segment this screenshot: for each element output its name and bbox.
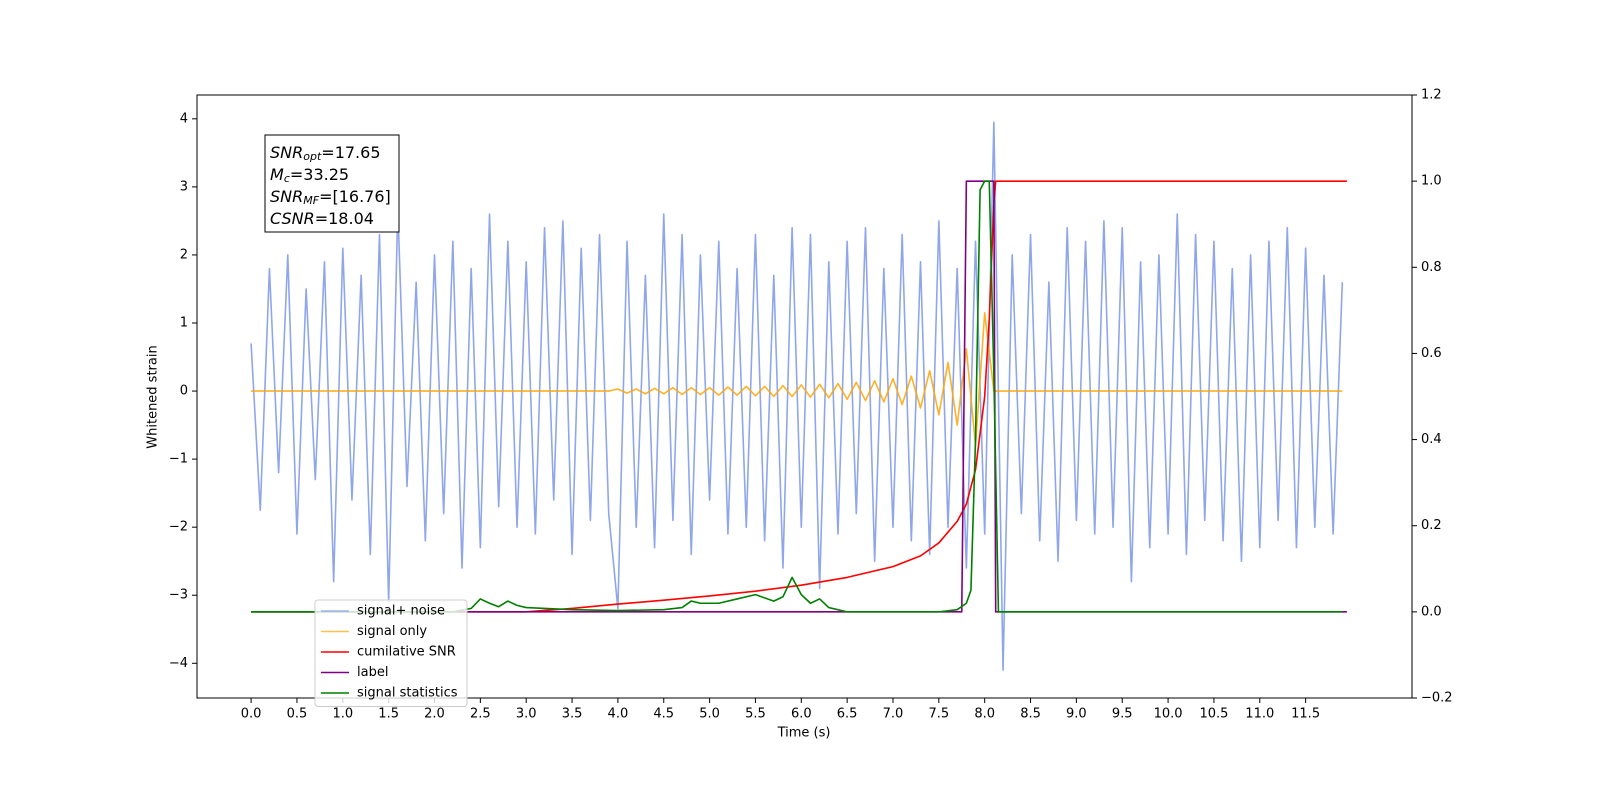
x-tick-label: 3.5	[562, 707, 583, 722]
x-tick-label: 4.5	[653, 707, 674, 722]
y-tick-label: 3	[180, 179, 188, 194]
x-tick-label: 8.5	[1020, 707, 1041, 722]
annotation-value: =[16.76]	[319, 187, 391, 206]
annotation: CSNR=18.04	[270, 209, 374, 228]
x-tick-label: 2.0	[424, 707, 445, 722]
x-tick-label: 1.0	[332, 707, 353, 722]
x-tick-label: 8.0	[974, 707, 995, 722]
x-tick-label: 9.0	[1066, 707, 1087, 722]
y-tick-label: 0	[180, 384, 188, 399]
x-tick-label: 7.5	[928, 707, 949, 722]
y-tick-label: 2	[180, 247, 188, 262]
x-tick-label: 0.0	[241, 707, 262, 722]
y2-tick-label: 0.2	[1421, 518, 1442, 533]
y2-tick-label: 0.6	[1421, 346, 1442, 361]
series-line	[250, 121, 1344, 671]
plot-frame	[196, 94, 1413, 699]
y-axis-label: Whitened strain	[146, 345, 161, 448]
y-tick-label: −1	[169, 452, 188, 467]
y2-tick-label: 0.4	[1421, 432, 1442, 447]
x-axis-label: Time (s)	[777, 726, 831, 741]
annotation-subscript: c	[284, 172, 290, 185]
y-tick-label: 4	[180, 111, 188, 126]
annotation-symbol: CSNR	[270, 209, 315, 228]
annotation-value: =18.04	[315, 209, 374, 228]
annotation-value: =33.25	[290, 165, 349, 184]
legend-label: signal only	[357, 624, 427, 639]
x-tick-label: 1.5	[378, 707, 399, 722]
legend-label: signal statistics	[357, 686, 458, 701]
x-tick-label: 11.5	[1291, 707, 1320, 722]
x-tick-label: 4.0	[608, 707, 629, 722]
x-tick-label: 11.0	[1245, 707, 1274, 722]
annotation-box	[264, 134, 400, 233]
annotation-symbol: SNR	[270, 143, 303, 162]
y-tick-label: −2	[169, 520, 188, 535]
annotation-value: =17.65	[321, 143, 380, 162]
x-tick-label: 6.5	[837, 707, 858, 722]
legend-label: cumilative SNR	[357, 645, 456, 660]
annotation: SNRopt=17.65	[270, 143, 381, 164]
x-tick-label: 7.0	[883, 707, 904, 722]
annotation: SNRMF=[16.76]	[270, 187, 391, 208]
x-tick-label: 5.0	[699, 707, 720, 722]
annotation-subscript: MF	[303, 194, 319, 207]
y2-tick-label: 0.0	[1421, 604, 1442, 619]
y2-tick-label: 1.0	[1421, 174, 1442, 189]
series-line	[251, 180, 1347, 613]
y-tick-label: −3	[169, 588, 188, 603]
legend-label: signal+ noise	[357, 604, 445, 619]
y2-tick-label: 1.2	[1421, 88, 1442, 103]
y-tick-label: 1	[180, 315, 188, 330]
annotation-subscript: opt	[303, 150, 322, 163]
annotation-symbol: M	[270, 165, 284, 184]
legend-label: label	[357, 665, 388, 680]
x-tick-label: 10.0	[1154, 707, 1183, 722]
y-tick-label: −4	[169, 656, 188, 671]
x-tick-label: 10.5	[1199, 707, 1228, 722]
legend-box	[314, 599, 468, 707]
annotation: Mc=33.25	[270, 165, 349, 186]
series-line	[251, 311, 1343, 447]
x-tick-label: 5.5	[745, 707, 766, 722]
y2-tick-label: 0.8	[1421, 260, 1442, 275]
x-tick-label: 0.5	[287, 707, 308, 722]
series-line	[251, 180, 1343, 613]
annotation-symbol: SNR	[270, 187, 303, 206]
x-tick-label: 2.5	[470, 707, 491, 722]
x-tick-label: 6.0	[791, 707, 812, 722]
x-tick-label: 3.0	[516, 707, 537, 722]
x-tick-label: 9.5	[1112, 707, 1133, 722]
y2-tick-label: −0.2	[1421, 691, 1453, 706]
